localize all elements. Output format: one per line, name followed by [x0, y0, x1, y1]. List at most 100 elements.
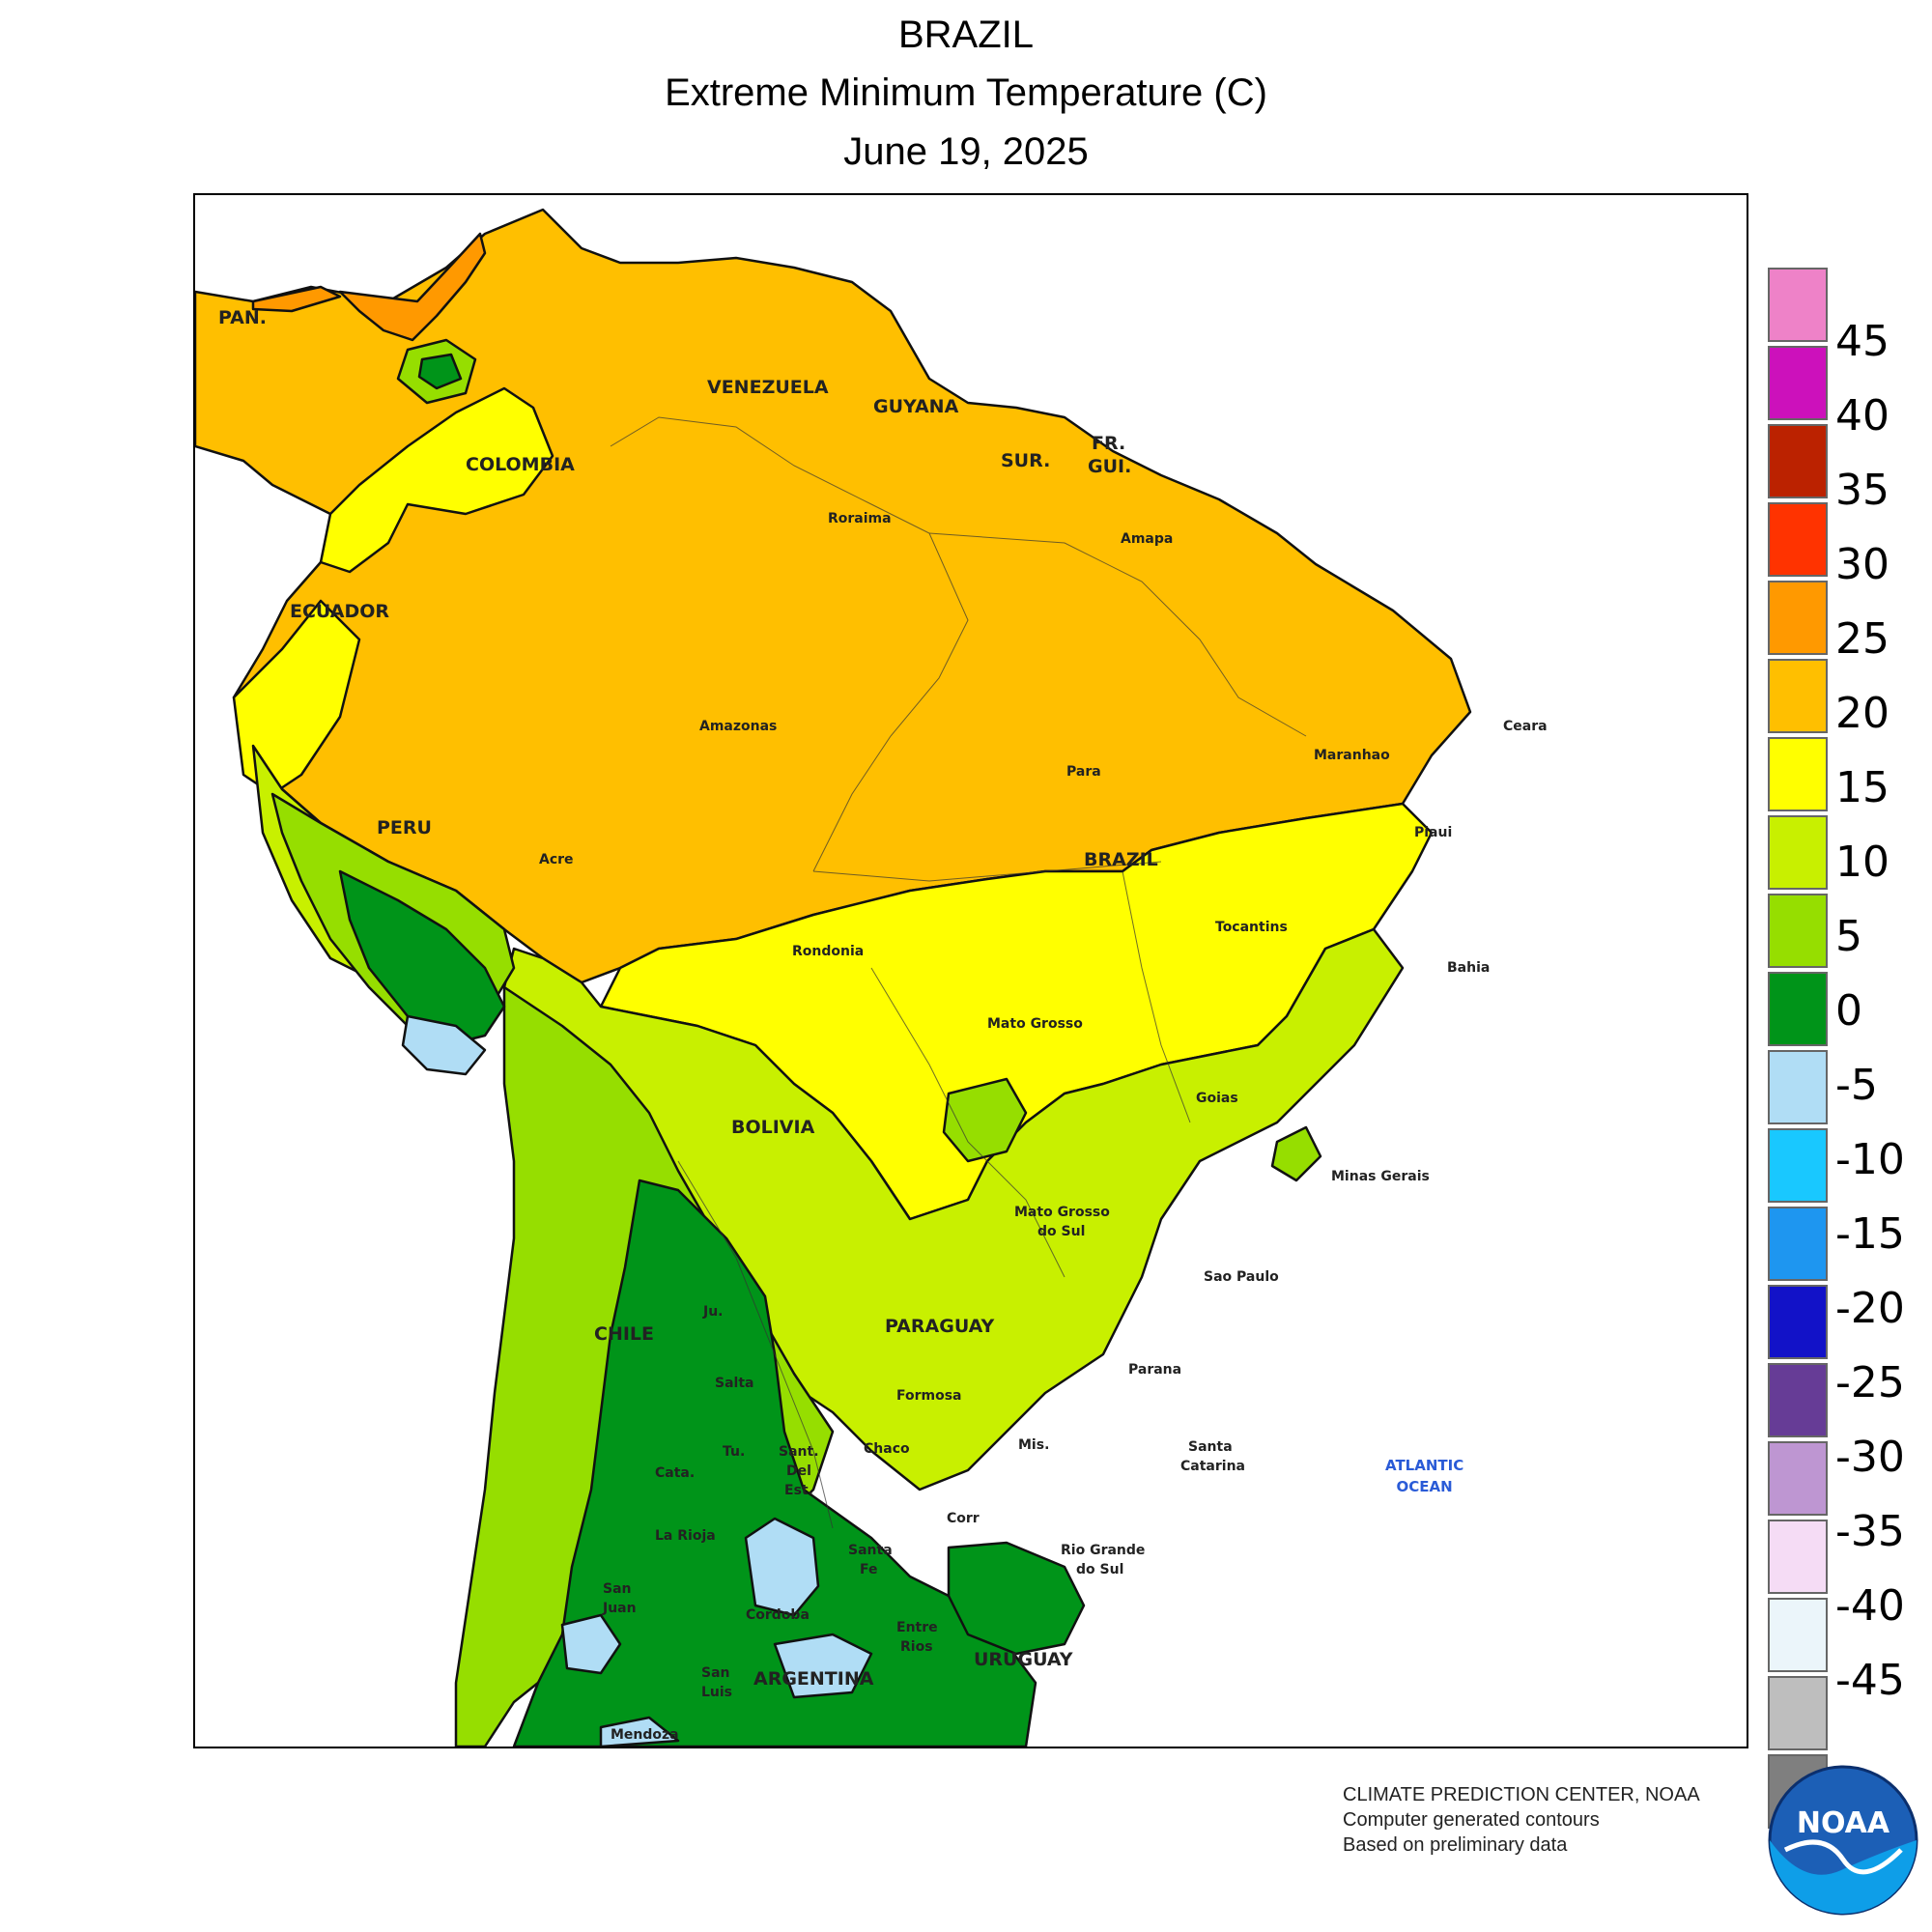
state-label-amapa: Amapa	[1121, 531, 1174, 547]
state-label-ceara: Ceara	[1503, 719, 1548, 734]
province-label-chaco: Chaco	[864, 1441, 910, 1457]
legend-swatch	[1768, 1598, 1828, 1672]
country-label-panama: PAN.	[218, 307, 268, 328]
land-5-10-region	[512, 1179, 1037, 1747]
state-label-para: Para	[1066, 764, 1101, 780]
legend-swatch	[1768, 502, 1828, 577]
legend-tick-label: 10	[1835, 838, 1889, 887]
province-label-tucuman: Tu.	[723, 1444, 746, 1460]
province-label-san-luis-line2: Luis	[701, 1685, 733, 1700]
province-label-la-rioja: La Rioja	[655, 1528, 716, 1544]
state-label-piaui: Piaui	[1414, 825, 1453, 840]
credits: CLIMATE PREDICTION CENTER, NOAA Computer…	[1343, 1782, 1700, 1858]
land-0-5-region	[599, 1716, 680, 1747]
map-subtitle: Extreme Minimum Temperature (C)	[665, 71, 1267, 114]
province-label-corrientes: Corr	[947, 1511, 980, 1526]
map-panel: PAN. VENEZUELA GUYANA SUR. FR. GUI. COLO…	[193, 193, 1748, 1748]
land-5-10-region	[417, 353, 463, 390]
state-label-mato-grosso-do-sul-line1: Mato Grosso	[1014, 1205, 1110, 1220]
legend-swatch	[1768, 1520, 1828, 1594]
legend-tick-label: -45	[1835, 1656, 1905, 1705]
state-label-mato-grosso: Mato Grosso	[987, 1016, 1083, 1032]
legend-swatch	[1768, 1207, 1828, 1281]
state-label-maranhao: Maranhao	[1314, 748, 1390, 763]
land-30-35-region	[251, 285, 342, 313]
country-label-ecuador: ECUADOR	[290, 601, 390, 622]
province-label-san-juan-line2: Juan	[603, 1601, 637, 1616]
state-label-rio-grande-do-sul-line2: do Sul	[1076, 1562, 1124, 1577]
legend-swatch	[1768, 1050, 1828, 1124]
legend-swatch	[1768, 815, 1828, 890]
province-label-santiago-line3: Est.	[784, 1483, 813, 1498]
map-title: BRAZIL	[897, 14, 1035, 56]
ocean-label-line2: OCEAN	[1396, 1478, 1453, 1495]
country-label-suriname: SUR.	[1001, 450, 1051, 471]
legend-swatch	[1768, 972, 1828, 1046]
state-label-mato-grosso-do-sul-line2: do Sul	[1037, 1224, 1086, 1239]
legend-tick-label: -15	[1835, 1209, 1905, 1259]
state-label-bahia: Bahia	[1447, 960, 1491, 976]
political-boundaries	[610, 416, 1307, 1529]
ocean-label-line1: ATLANTIC	[1385, 1457, 1464, 1474]
state-label-rondonia: Rondonia	[792, 944, 865, 959]
legend-swatch	[1768, 268, 1828, 342]
province-label-formosa: Formosa	[896, 1388, 962, 1404]
legend-tick-label: -5	[1835, 1061, 1878, 1110]
legend-tick-label: 40	[1835, 391, 1889, 440]
legend-tick-label: 5	[1835, 912, 1862, 961]
state-label-goias: Goias	[1196, 1091, 1238, 1106]
land-5-10-region	[947, 1541, 1086, 1656]
state-label-santa-catarina-line2: Catarina	[1180, 1459, 1245, 1474]
temperature-map	[195, 208, 1472, 1747]
legend-swatch	[1768, 1363, 1828, 1437]
country-label-french-guiana-line2: GUI.	[1088, 456, 1132, 477]
legend-tick-label: 35	[1835, 466, 1889, 515]
color-legend	[1768, 268, 1828, 1833]
state-label-parana: Parana	[1128, 1362, 1182, 1378]
legend-tick-label: -10	[1835, 1135, 1905, 1184]
land-0-5-region	[744, 1517, 820, 1617]
legend-tick-label: -40	[1835, 1581, 1905, 1631]
legend-swatch	[1768, 659, 1828, 733]
province-label-catamarca: Cata.	[655, 1465, 696, 1481]
ocean-label: ATLANTIC OCEAN	[1385, 1455, 1463, 1497]
legend-tick-label: 25	[1835, 614, 1889, 664]
country-label-venezuela: VENEZUELA	[707, 377, 829, 398]
state-label-amazonas: Amazonas	[699, 719, 778, 734]
state-label-sao-paulo: Sao Paulo	[1204, 1269, 1279, 1285]
legend-tick-label: 15	[1835, 763, 1889, 812]
country-label-peru: PERU	[377, 817, 432, 838]
legend-tick-label: 30	[1835, 540, 1889, 589]
country-label-paraguay: PARAGUAY	[885, 1316, 995, 1337]
province-label-entre-rios-line2: Rios	[900, 1639, 933, 1655]
legend-swatch	[1768, 1128, 1828, 1203]
province-label-misiones: Mis.	[1018, 1437, 1050, 1453]
land-0-5-region	[560, 1613, 622, 1675]
country-label-uruguay: URUGUAY	[974, 1649, 1073, 1670]
legend-tick-label: 0	[1835, 986, 1862, 1036]
map-date: June 19, 2025	[843, 130, 1089, 173]
province-label-cordoba: Cordoba	[746, 1607, 810, 1623]
land-20-25-region	[232, 599, 361, 796]
legend-tick-label: -25	[1835, 1358, 1905, 1407]
legend-tick-label: -35	[1835, 1507, 1905, 1556]
state-label-minas-gerais: Minas Gerais	[1331, 1169, 1430, 1184]
state-label-roraima: Roraima	[828, 511, 892, 526]
province-label-santiago-line2: Del	[786, 1463, 811, 1479]
legend-swatch	[1768, 1676, 1828, 1750]
land-30-35-region	[338, 232, 487, 342]
province-label-jujuy: Ju.	[703, 1304, 724, 1320]
province-label-san-juan-line1: San	[603, 1581, 632, 1597]
state-label-acre: Acre	[539, 852, 574, 867]
province-label-san-luis-line1: San	[701, 1665, 730, 1681]
country-label-argentina: ARGENTINA	[753, 1668, 874, 1690]
province-label-entre-rios-line1: Entre	[896, 1620, 938, 1635]
country-label-french-guiana-line1: FR.	[1092, 433, 1126, 454]
state-label-santa-catarina-line1: Santa	[1188, 1439, 1233, 1455]
country-label-brazil: BRAZIL	[1084, 849, 1158, 870]
legend-tick-label: -20	[1835, 1284, 1905, 1333]
province-label-salta: Salta	[715, 1376, 754, 1391]
province-label-santa-fe-line2: Fe	[860, 1562, 878, 1577]
legend-swatch	[1768, 346, 1828, 420]
land-0-5-region	[401, 1014, 487, 1076]
